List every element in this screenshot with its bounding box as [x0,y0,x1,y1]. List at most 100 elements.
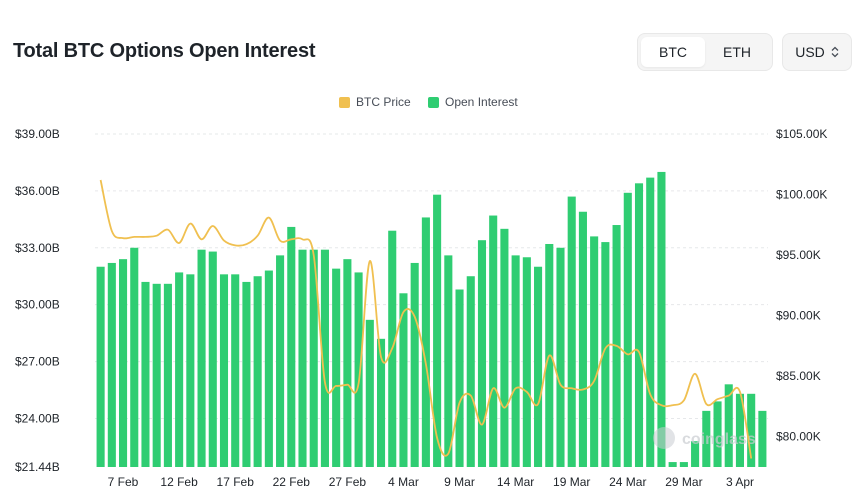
oi-bar[interactable] [691,441,700,467]
oi-bar[interactable] [466,276,475,467]
oi-bar[interactable] [376,338,386,467]
oi-bar[interactable] [253,276,262,467]
x-tick-label: 9 Mar [444,475,475,489]
oi-bar[interactable] [231,274,240,467]
asset-toggle: BTC ETH [637,33,773,71]
page-title: Total BTC Options Open Interest [13,40,316,62]
oi-bar[interactable] [657,171,666,467]
oi-bar[interactable] [634,183,644,467]
legend-swatch-open-interest [428,96,439,108]
oi-bar[interactable] [320,249,329,467]
legend-label-btc-price: BTC Price [356,95,411,109]
oi-bar[interactable] [444,255,453,467]
btc-tab[interactable]: BTC [641,37,705,67]
y-left-tick-label: $30.00B [15,298,60,312]
oi-bar[interactable] [287,226,296,467]
y-right-tick-label: $100.00K [776,188,827,202]
y-left-tick-label: $21.44B [15,460,60,474]
oi-bar[interactable] [489,215,498,467]
oi-bar[interactable] [433,194,442,467]
oi-bar[interactable] [343,259,352,467]
oi-bar[interactable] [219,274,229,467]
oi-bar[interactable] [668,462,677,467]
oi-bar[interactable] [590,236,599,467]
oi-bar[interactable] [455,289,464,468]
gridlines [95,133,768,419]
oi-bar[interactable] [646,177,655,467]
x-tick-label: 24 Mar [609,475,646,489]
legend-swatch-btc-price [339,96,350,108]
y-right-tick-label: $90.00K [776,309,821,323]
oi-bar[interactable] [119,259,128,467]
btc-price-line [99,179,753,459]
oi-bar[interactable] [724,384,733,467]
oi-bar[interactable] [500,228,509,467]
oi-bar[interactable] [713,401,722,467]
oi-bar[interactable] [365,319,374,467]
oi-bar[interactable] [332,268,341,467]
oi-bar[interactable] [702,410,711,467]
watermark: coinglass [653,427,756,449]
y-left-tick-label: $24.00B [15,411,60,425]
oi-bar[interactable] [735,393,744,467]
oi-bar[interactable] [410,262,419,467]
oi-bar[interactable] [477,240,487,467]
oi-bar[interactable] [141,281,150,467]
oi-bar[interactable] [242,281,251,467]
oi-bar[interactable] [399,293,408,467]
oi-bar[interactable] [421,217,430,467]
oi-bar[interactable] [758,410,767,467]
x-tick-label: 3 Apr [726,475,754,489]
oi-bar[interactable] [96,266,105,467]
y-right-tick-label: $105.00K [776,127,827,141]
btc-price-path[interactable] [99,179,753,459]
watermark-text: coinglass [682,431,756,448]
y-right-tick-label: $85.00K [776,369,821,383]
oi-bar[interactable] [264,270,273,467]
oi-bar[interactable] [747,393,756,467]
chevron-updown-icon [831,46,839,58]
oi-bar[interactable] [175,272,184,467]
x-tick-label: 22 Feb [273,475,311,489]
eth-tab[interactable]: ETH [723,44,751,60]
y-left-tick-label: $27.00B [15,355,60,369]
y-right-tick-label: $80.00K [776,430,821,444]
oi-bar[interactable] [298,249,307,467]
oi-bar[interactable] [623,192,632,468]
oi-bar[interactable] [578,211,587,467]
oi-bar[interactable] [107,262,116,467]
legend-item-open-interest[interactable]: Open Interest [428,95,518,109]
currency-select[interactable]: USD [782,33,852,71]
legend-item-btc-price[interactable]: BTC Price [339,95,411,109]
oi-bar[interactable] [276,255,285,467]
x-tick-label: 29 Mar [665,475,702,489]
oi-bar[interactable] [522,257,531,467]
y-axis-left: $39.00B $36.00B $33.00B $30.00B $27.00B $24.0… [15,127,60,474]
oi-bar[interactable] [556,247,565,467]
oi-bar[interactable] [163,283,172,467]
oi-bar[interactable] [601,242,610,467]
oi-bar[interactable] [534,266,543,467]
oi-bar[interactable] [511,255,520,467]
oi-bar[interactable] [130,247,139,467]
oi-bar[interactable] [567,196,576,467]
oi-bar[interactable] [197,249,206,467]
oi-bar[interactable] [186,274,195,467]
x-tick-label: 4 Mar [388,475,419,489]
x-tick-label: 7 Feb [108,475,139,489]
x-axis: 7 Feb 12 Feb 17 Feb 22 Feb 27 Feb 4 Mar 9 Mar 1… [108,475,754,489]
watermark-logo-icon [653,427,675,449]
y-left-tick-label: $39.00B [15,127,60,141]
x-tick-label: 12 Feb [160,475,198,489]
oi-bar[interactable] [152,283,161,467]
y-right-tick-label: $95.00K [776,248,821,262]
chart-legend: BTC Price Open Interest [0,95,860,111]
oi-bar[interactable] [354,272,363,467]
oi-bar[interactable] [208,251,217,467]
oi-bar[interactable] [679,462,688,467]
x-tick-label: 17 Feb [217,475,255,489]
x-tick-label: 19 Mar [553,475,590,489]
oi-bar[interactable] [309,249,318,467]
currency-label: USD [795,44,825,60]
